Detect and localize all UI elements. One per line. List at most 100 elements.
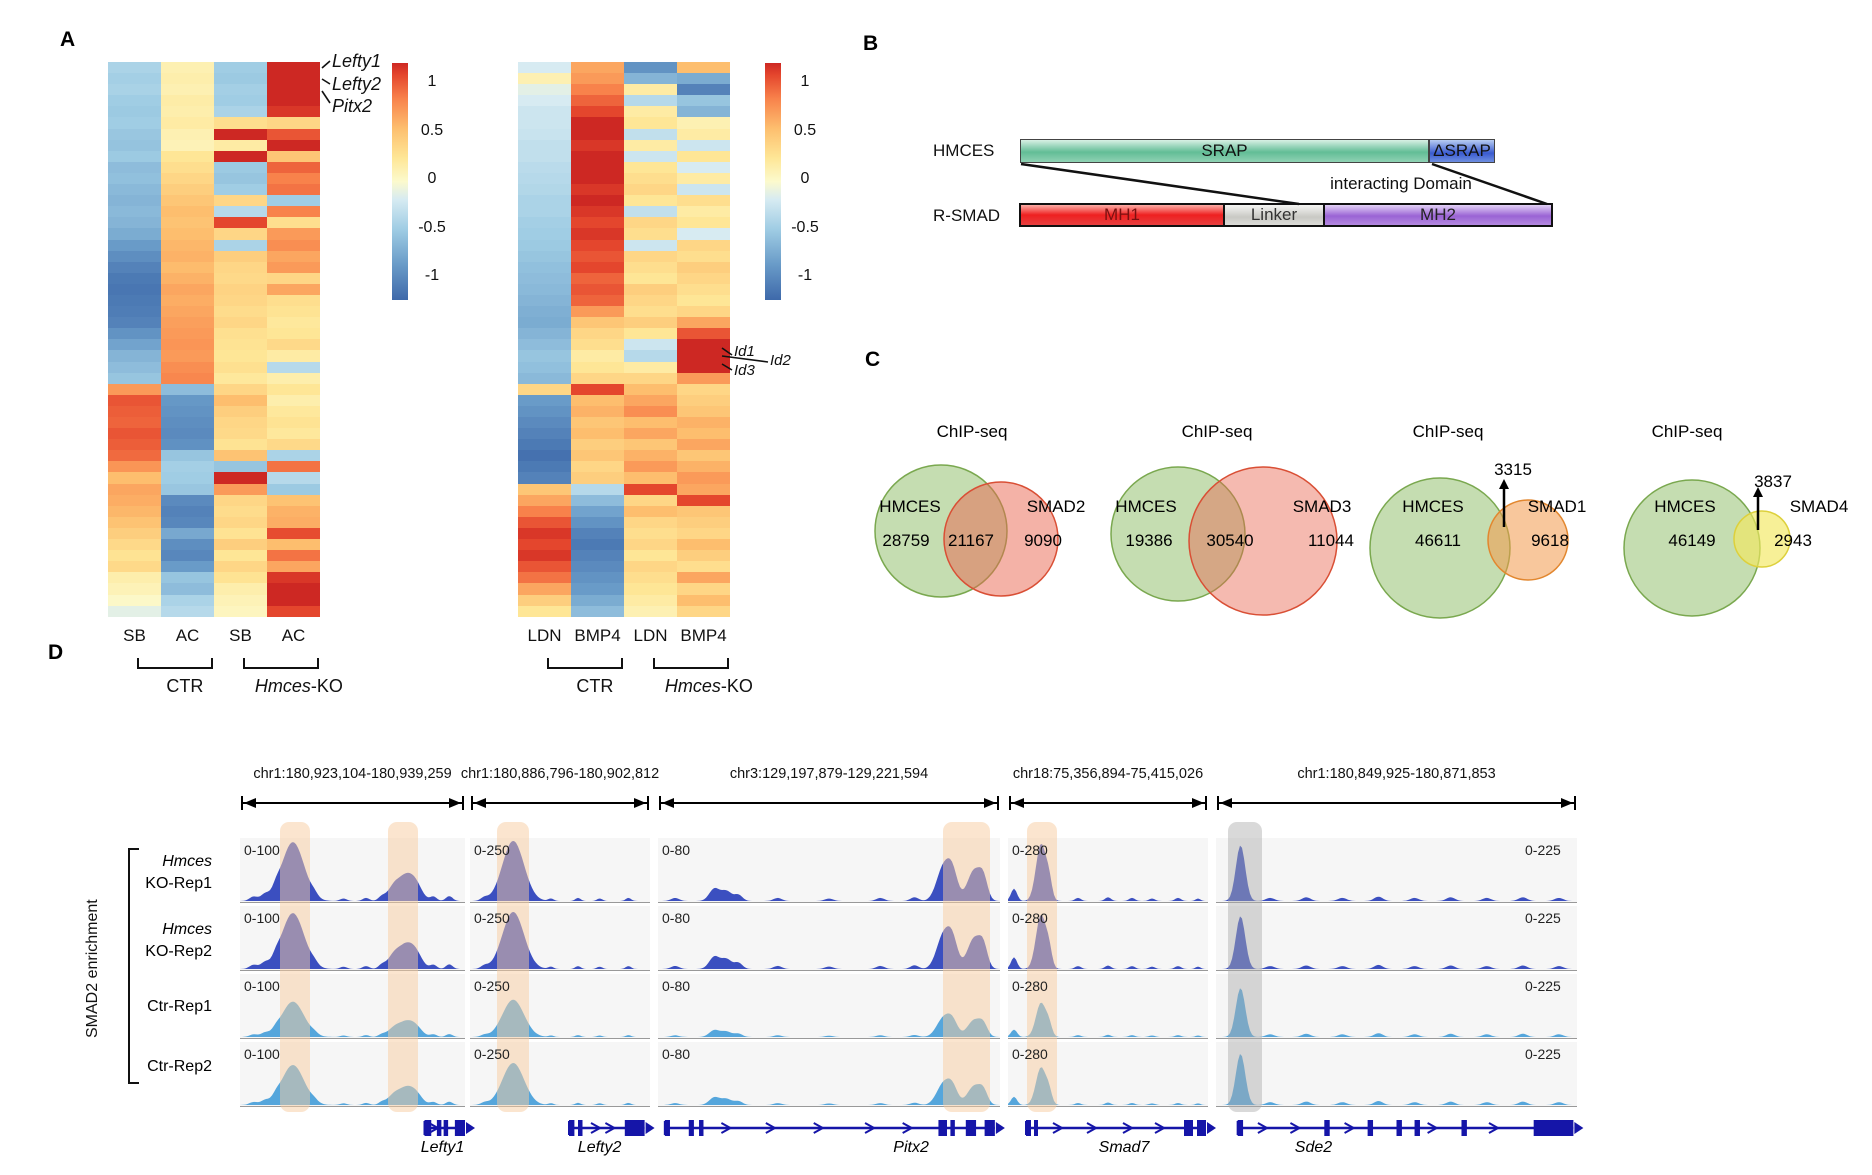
- heatmap-cell: [518, 195, 571, 207]
- heatmap-cell: [624, 483, 677, 495]
- heatmap-cell: [108, 206, 161, 218]
- heatmap-cell: [624, 339, 677, 351]
- heatmap-cell: [677, 539, 730, 551]
- heatmap-cell: [571, 394, 624, 406]
- heatmap-cell: [677, 505, 730, 517]
- coverage-peaks: [240, 1001, 465, 1037]
- heatmap-row: [518, 84, 730, 96]
- coverage-track: [1216, 974, 1577, 1039]
- heatmap-cell: [161, 539, 214, 551]
- gene-exon: [1367, 1120, 1374, 1136]
- heatmap-cell: [161, 505, 214, 517]
- heatmap-cell: [518, 339, 571, 351]
- heatmap-cell: [677, 294, 730, 307]
- heatmap-cell: [267, 405, 320, 417]
- heatmap-cell: [571, 405, 624, 417]
- smad2-enrichment-ylabel: SMAD2 enrichment: [84, 899, 101, 1039]
- heatmap-row: [108, 483, 320, 495]
- region-span-arrow: [659, 796, 999, 810]
- domain-connector-line: [1431, 162, 1548, 206]
- gene-exon: [1237, 1120, 1244, 1136]
- coverage-track-svg: [1216, 1054, 1577, 1105]
- heatmap-cell: [677, 361, 730, 373]
- track-range-label: 0-80: [662, 842, 691, 858]
- heatmap-cell: [518, 239, 571, 251]
- venn-left-name: HMCES: [1115, 497, 1176, 516]
- heatmap-row: [108, 84, 320, 96]
- heatmap-right: [518, 62, 730, 617]
- heatmap-row: [108, 272, 320, 284]
- gene-direction-chevron: [1086, 1122, 1099, 1134]
- heatmap-cell: [624, 62, 677, 74]
- track-range-label: 0-100: [244, 910, 280, 926]
- venn-left-count: 46611: [1415, 531, 1461, 550]
- heatmap-cell: [214, 306, 267, 318]
- heatmap-row: [518, 461, 730, 473]
- heatmap-cell: [677, 417, 730, 429]
- heatmap-row: [108, 239, 320, 251]
- heatmap-cell: [624, 472, 677, 484]
- coverage-track: [658, 906, 1000, 971]
- heatmap-cell: [214, 483, 267, 495]
- heatmap-cell: [267, 428, 320, 440]
- linker-label: Linker: [1250, 205, 1298, 224]
- colorbar-right: [765, 63, 781, 300]
- gene-name: Lefty2: [578, 1139, 622, 1156]
- heatmap-cell: [677, 605, 730, 617]
- heatmap-cell: [624, 516, 677, 528]
- heatmap-cell: [677, 206, 730, 218]
- heatmap-cell: [571, 372, 624, 384]
- heatmap-row: [108, 439, 320, 451]
- track-range-label: 0-80: [662, 1046, 691, 1062]
- mh2-domain: MH2: [1323, 205, 1551, 225]
- gene-exon: [1026, 1120, 1031, 1136]
- gene-exon: [1324, 1120, 1330, 1136]
- gene-exon: [938, 1120, 947, 1136]
- gene-name: Lefty1: [421, 1139, 465, 1156]
- heatmap-row: [108, 583, 320, 595]
- gene-direction-chevron: [1427, 1122, 1439, 1134]
- heatmap-cell: [161, 328, 214, 340]
- srap-label: SRAP: [1201, 141, 1248, 160]
- heatmap-cell: [624, 128, 677, 140]
- region-span-arrow: [241, 796, 464, 810]
- heatmap-row: [518, 428, 730, 440]
- heatmap-row: [518, 250, 730, 262]
- heatmap-cell: [624, 450, 677, 462]
- heatmap-left: [108, 62, 320, 617]
- heatmap-cell: [161, 184, 214, 196]
- heatmap-cell: [677, 239, 730, 251]
- heatmap-cell: [108, 62, 161, 74]
- heatmap-cell: [161, 394, 214, 406]
- heatmap-cell: [267, 317, 320, 329]
- colorbar-tick-label: -0.5: [791, 218, 819, 236]
- srap-domain: SRAP: [1020, 139, 1429, 163]
- coverage-peaks: [1008, 1067, 1208, 1105]
- heatmap-cell: [108, 516, 161, 528]
- heatmap-cell: [108, 417, 161, 429]
- heatmap-cell: [624, 527, 677, 540]
- heatmap-row: [108, 95, 320, 107]
- heatmap-cell: [571, 73, 624, 85]
- heatmap-cell: [161, 583, 214, 595]
- heatmap-row: [518, 328, 730, 340]
- heatmap-cell: [267, 527, 320, 540]
- gene-annotation-label: Lefty1: [332, 51, 382, 71]
- region-coordinates: chr3:129,197,879-129,221,594: [729, 766, 929, 782]
- coverage-track: [1216, 1042, 1577, 1107]
- heatmap-cell: [571, 239, 624, 251]
- heatmap-cell: [161, 483, 214, 495]
- heatmap-cell: [161, 261, 214, 273]
- coverage-track: [658, 838, 1000, 903]
- coverage-track-svg: [658, 858, 1000, 901]
- venn-circle-hmces: [1110, 466, 1246, 602]
- heatmap-cell: [571, 539, 624, 551]
- heatmap-cell: [571, 417, 624, 429]
- heatmap-row: [518, 472, 730, 484]
- heatmap-cell: [267, 539, 320, 551]
- heatmap-cell: [518, 417, 571, 429]
- heatmap-cell: [624, 84, 677, 96]
- heatmap-cell: [518, 583, 571, 595]
- heatmap-cell: [518, 428, 571, 440]
- heatmap-cell: [108, 450, 161, 462]
